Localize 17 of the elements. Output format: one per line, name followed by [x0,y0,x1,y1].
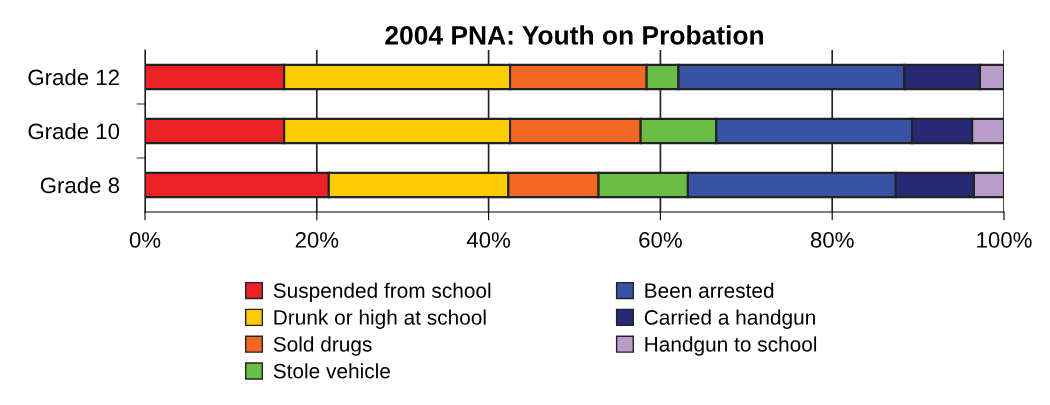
chart-title: 2004 PNA: Youth on Probation [385,25,763,45]
x-tick-label: 40% [466,232,511,248]
legend-label: Carried a handgun [644,309,815,329]
y-tick-label: Grade 8 [40,176,120,194]
legend-label: Suspended from school [273,282,491,303]
y-tick-label: Grade 12 [28,68,119,86]
x-tick-label: 20% [295,232,339,248]
legend-label: Stole vehicle [273,363,390,379]
x-tick-label: 80% [810,232,854,248]
legend-label: Been arrested [645,282,774,298]
x-tick-label: 0% [129,232,161,248]
legend-label: Handgun to school [645,336,817,356]
legend-label: Sold drugs [273,336,372,356]
legend-label: Drunk or high at school [274,309,486,329]
x-tick-label: 100% [977,232,1032,248]
y-tick-label: Grade 10 [28,122,120,140]
x-tick-label: 60% [639,232,682,248]
